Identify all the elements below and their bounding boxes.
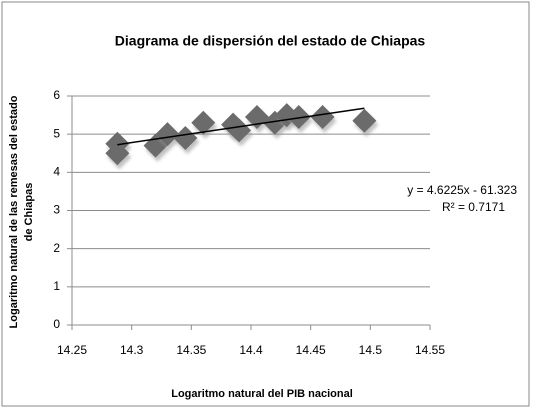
chart-title: Diagrama de dispersión del estado de Chi…: [115, 33, 426, 49]
marker: [227, 118, 252, 143]
y-tick-label: 6: [53, 88, 60, 102]
x-tick-label: 14.55: [415, 343, 445, 357]
y-axis-label: de Chiapas: [23, 183, 35, 242]
marker: [286, 104, 311, 129]
marker: [352, 108, 377, 133]
marker: [191, 110, 216, 135]
x-tick-label: 14.4: [239, 343, 263, 357]
x-tick-label: 14.3: [120, 343, 144, 357]
x-tick-label: 14.35: [176, 343, 206, 357]
y-axis-label: Logaritmo natural de las remesas del est…: [8, 95, 20, 328]
y-tick-label: 3: [53, 203, 60, 217]
x-tick-label: 14.5: [359, 343, 383, 357]
trendline: [117, 107, 365, 146]
y-tick-label: 0: [53, 317, 60, 331]
y-tick-label: 2: [53, 241, 60, 255]
marker: [105, 141, 130, 166]
marker: [173, 125, 198, 150]
x-tick-label: 14.45: [296, 343, 326, 357]
trendline-equation: y = 4.6225x - 61.323: [407, 183, 517, 197]
x-axis-label: Logaritmo natural del PIB nacional: [171, 388, 353, 400]
marker: [310, 104, 335, 129]
x-tick-label: 14.25: [57, 343, 87, 357]
trendline-r2: R² = 0.7171: [442, 200, 505, 214]
y-tick-label: 4: [53, 165, 60, 179]
marker: [155, 122, 180, 147]
y-tick-label: 1: [53, 279, 60, 293]
y-tick-label: 5: [53, 126, 60, 140]
